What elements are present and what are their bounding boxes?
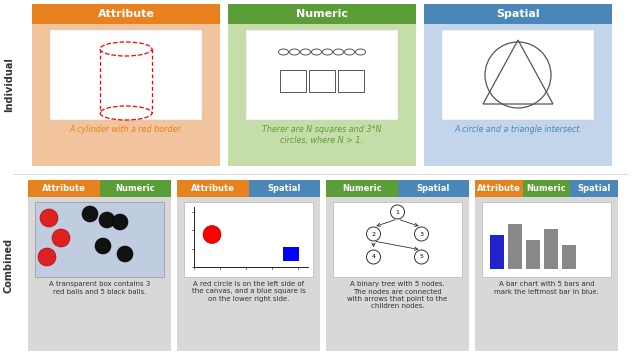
Text: Individual: Individual (4, 58, 14, 113)
Bar (482, 202, 611, 277)
Ellipse shape (100, 42, 152, 56)
Text: A cylinder with a red border.: A cylinder with a red border. (69, 125, 182, 134)
Text: A binary tree with 5 nodes.
The nodes are connected
with arrows that point to th: A binary tree with 5 nodes. The nodes ar… (348, 281, 447, 309)
Bar (475, 180, 523, 197)
Bar (523, 180, 570, 197)
Text: Attribute: Attribute (191, 184, 235, 193)
Bar (490, 235, 504, 269)
Bar (246, 30, 398, 120)
Text: Numeric: Numeric (115, 184, 155, 193)
Text: Attribute: Attribute (42, 184, 86, 193)
Bar (35, 202, 164, 277)
Bar (184, 202, 313, 277)
Circle shape (52, 229, 70, 247)
Bar (32, 4, 220, 24)
Text: 3: 3 (419, 232, 424, 236)
Text: Spatial: Spatial (268, 184, 301, 193)
Circle shape (117, 246, 133, 262)
Circle shape (415, 227, 429, 241)
Text: Therer are N squares and 3*N
circles, where N > 1.: Therer are N squares and 3*N circles, wh… (262, 125, 381, 145)
Circle shape (82, 206, 98, 222)
Circle shape (390, 205, 404, 219)
Bar (442, 30, 594, 120)
Bar (397, 180, 469, 197)
Bar (309, 70, 335, 92)
Text: A transparent box contains 3
red balls and 5 black balls.: A transparent box contains 3 red balls a… (49, 281, 150, 295)
Text: Combined: Combined (4, 238, 14, 293)
Circle shape (367, 227, 381, 241)
Circle shape (112, 214, 128, 230)
Text: 2: 2 (371, 232, 376, 236)
Bar (283, 247, 299, 261)
Bar (50, 30, 202, 120)
Circle shape (40, 209, 58, 227)
Circle shape (367, 250, 381, 264)
Bar (424, 4, 612, 24)
Bar (99, 180, 171, 197)
Bar (475, 180, 618, 351)
Bar (526, 240, 540, 269)
Bar (338, 70, 364, 92)
Bar (28, 180, 171, 351)
Bar (424, 4, 612, 166)
Text: A circle and a triangle intersect.: A circle and a triangle intersect. (454, 125, 582, 134)
Bar (280, 70, 306, 92)
Text: Attribute: Attribute (477, 184, 521, 193)
Bar (562, 245, 576, 269)
Circle shape (38, 248, 56, 266)
Circle shape (203, 225, 221, 244)
Circle shape (415, 250, 429, 264)
Text: 5: 5 (420, 255, 424, 259)
Circle shape (95, 238, 111, 254)
Text: Numeric: Numeric (296, 9, 348, 19)
Bar (508, 224, 522, 269)
Bar (333, 202, 462, 277)
Bar (570, 180, 618, 197)
Bar (326, 180, 469, 351)
Bar (544, 229, 558, 269)
Text: Attribute: Attribute (97, 9, 154, 19)
Text: 4: 4 (371, 255, 376, 259)
Bar (177, 180, 248, 197)
Bar (177, 180, 320, 351)
Text: A red circle is on the left side of
the canvas, and a blue square is
on the lowe: A red circle is on the left side of the … (191, 281, 305, 302)
Text: Spatial: Spatial (577, 184, 611, 193)
Text: Spatial: Spatial (496, 9, 540, 19)
Bar (28, 180, 99, 197)
Text: Numeric: Numeric (527, 184, 566, 193)
Circle shape (99, 212, 115, 228)
Text: Spatial: Spatial (417, 184, 450, 193)
Text: Numeric: Numeric (342, 184, 381, 193)
Text: A bar chart with 5 bars and
mark the leftmost bar in blue.: A bar chart with 5 bars and mark the lef… (494, 281, 599, 295)
Bar (326, 180, 397, 197)
Text: 1: 1 (396, 210, 399, 215)
Bar (248, 180, 320, 197)
Bar (32, 4, 220, 166)
Bar (228, 4, 416, 166)
Bar (228, 4, 416, 24)
